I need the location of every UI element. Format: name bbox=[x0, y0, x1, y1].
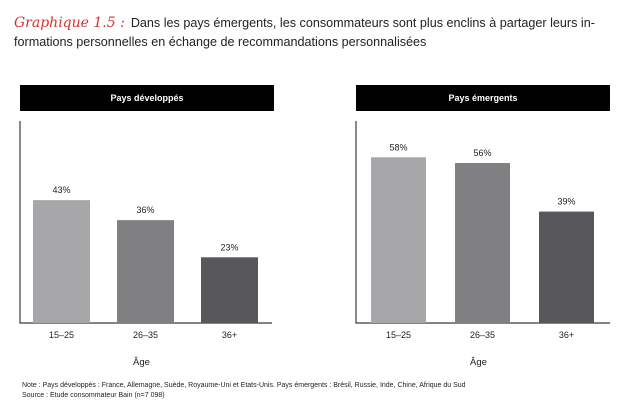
chart-title-emerging: Pays émergents bbox=[448, 93, 518, 103]
footnote-source: Source : Etude consommateur Bain (n=7 09… bbox=[22, 392, 165, 399]
emerging-bar-1 bbox=[371, 157, 426, 323]
chart-header-developed: Pays développés bbox=[20, 85, 274, 111]
emerging-axis-frame bbox=[355, 121, 610, 324]
emerging-bar-2 bbox=[455, 163, 510, 323]
developed-value-label-3: 23% bbox=[220, 242, 238, 252]
emerging-tick-label-1: 15–25 bbox=[386, 330, 411, 340]
x-axis-title-emerging: Âge bbox=[470, 357, 487, 368]
emerging-value-label-3: 39% bbox=[557, 197, 575, 207]
emerging-value-label-1: 58% bbox=[389, 142, 407, 152]
developed-axis-frame bbox=[19, 121, 272, 324]
footnote-note: Note : Pays développés : France, Allemag… bbox=[22, 382, 466, 389]
developed-bar-2 bbox=[117, 220, 174, 323]
developed-bar-1 bbox=[33, 200, 90, 323]
figure-label: Graphique 1.5 : bbox=[14, 15, 125, 31]
emerging-bar-3 bbox=[539, 211, 594, 323]
chart-header-emerging: Pays émergents bbox=[356, 85, 610, 111]
developed-value-label-1: 43% bbox=[52, 185, 70, 195]
figure-title-block: Graphique 1.5 : Dans les pays émergents, … bbox=[14, 14, 619, 52]
developed-tick-label-1: 15–25 bbox=[49, 330, 74, 340]
emerging-value-label-2: 56% bbox=[473, 148, 491, 158]
developed-tick-label-3: 36+ bbox=[222, 330, 237, 340]
developed-tick-label-2: 26–35 bbox=[133, 330, 158, 340]
emerging-tick-label-3: 36+ bbox=[559, 330, 574, 340]
figure-title: Dans les pays émergents, les consommateu… bbox=[14, 16, 595, 49]
emerging-tick-label-2: 26–35 bbox=[470, 330, 495, 340]
developed-bar-3 bbox=[201, 257, 258, 323]
chart-title-developed: Pays développés bbox=[110, 93, 184, 103]
developed-value-label-2: 36% bbox=[136, 205, 154, 215]
x-axis-title-developed: Âge bbox=[133, 357, 150, 368]
